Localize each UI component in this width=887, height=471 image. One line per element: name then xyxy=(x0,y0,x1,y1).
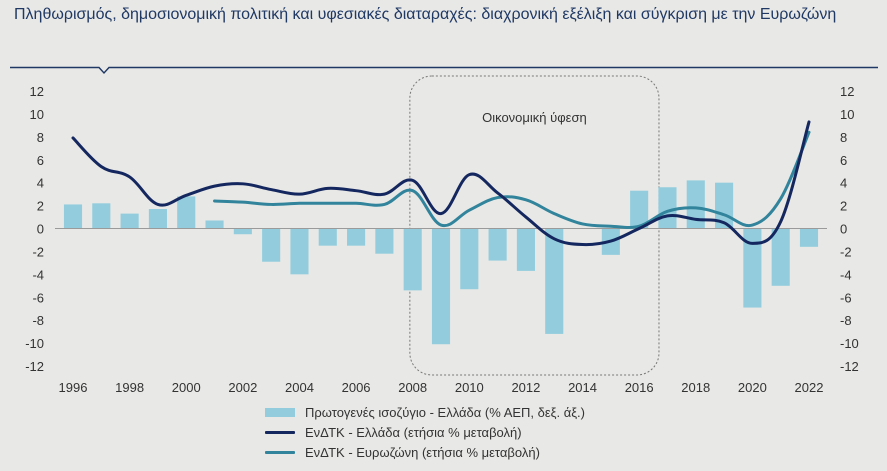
right-tick-label: -4 xyxy=(840,267,852,282)
x-tick-label: 2002 xyxy=(228,380,257,395)
right-tick-label: 4 xyxy=(840,176,847,191)
right-tick-label: -12 xyxy=(840,359,859,374)
greece-hicp-line xyxy=(71,120,811,247)
bar-2004 xyxy=(290,228,309,275)
bar-2003 xyxy=(262,228,281,262)
legend-swatch-greece-line xyxy=(265,430,295,434)
x-tick-label: 2014 xyxy=(568,380,597,395)
bar-2002 xyxy=(233,228,252,235)
legend: Πρωτογενές ισοζύγιο - Ελλάδα (% ΑΕΠ, δεξ… xyxy=(265,402,585,462)
right-tick-label: -10 xyxy=(840,336,859,351)
x-tick-label: 2022 xyxy=(795,380,824,395)
bar-1998 xyxy=(120,213,139,229)
bar-2010 xyxy=(460,228,479,290)
left-axis: 12 10 8 6 4 2 0 -2 -4 -6 -8 -10 -12 xyxy=(25,84,44,374)
right-tick-label: 10 xyxy=(840,107,854,122)
bar-1996 xyxy=(63,204,83,229)
bar-2000 xyxy=(177,196,196,229)
left-tick-label: -10 xyxy=(25,336,44,351)
right-tick-label: 6 xyxy=(840,153,847,168)
legend-item-greece-hicp: ΕνΔΤΚ - Ελλάδα (ετήσια % μεταβολή) xyxy=(265,422,585,442)
bar-2022 xyxy=(799,228,819,247)
legend-swatch-bars xyxy=(265,407,295,417)
x-tick-label: 2000 xyxy=(172,380,201,395)
bar-2001 xyxy=(205,220,224,229)
x-tick-label: 1996 xyxy=(59,380,88,395)
right-tick-label: 8 xyxy=(840,130,847,145)
left-tick-label: -2 xyxy=(32,244,44,259)
bar-2016 xyxy=(630,190,649,229)
x-tick-label: 2020 xyxy=(738,380,767,395)
bar-2021 xyxy=(771,228,790,286)
x-tick-label: 2004 xyxy=(285,380,314,395)
x-axis: 1996 1998 2000 2002 2004 2006 2008 2010 2012 2014… xyxy=(59,380,824,395)
bar-2020 xyxy=(743,228,762,308)
bar-2006 xyxy=(347,228,366,246)
right-axis: 12 10 8 6 4 2 0 -2 -4 -6 -8 -10 -12 xyxy=(840,84,859,374)
left-tick-label: 4 xyxy=(37,176,44,191)
left-tick-label: 2 xyxy=(37,199,44,214)
x-tick-label: 2010 xyxy=(455,380,484,395)
lines-layer xyxy=(71,120,811,247)
x-tick-label: 2008 xyxy=(398,380,427,395)
left-tick-label: -6 xyxy=(32,290,44,305)
left-tick-label: 0 xyxy=(37,222,44,237)
bar-2008 xyxy=(403,228,422,291)
bars-layer xyxy=(63,180,819,345)
bar-2009 xyxy=(431,228,451,345)
right-tick-label: -6 xyxy=(840,290,852,305)
bar-2005 xyxy=(318,228,337,246)
legend-label-eurozone-hicp: ΕνΔΤΚ - Ευρωζώνη (ετήσια % μεταβολή) xyxy=(305,444,540,460)
bar-1999 xyxy=(148,209,167,229)
right-tick-label: -2 xyxy=(840,244,852,259)
legend-swatch-eurozone-line xyxy=(265,450,295,454)
left-tick-label: -12 xyxy=(25,359,44,374)
legend-item-primary-balance: Πρωτογενές ισοζύγιο - Ελλάδα (% ΑΕΠ, δεξ… xyxy=(265,402,585,422)
bar-2012 xyxy=(516,228,535,271)
eurozone-hicp-line xyxy=(213,130,811,229)
chart-area: Οικονομική ύφεση 12 10 8 6 4 2 0 -2 -4 -6 -8 -10 -12… xyxy=(25,75,859,395)
left-tick-label: 10 xyxy=(30,107,44,122)
left-tick-label: -8 xyxy=(32,313,44,328)
left-tick-label: -4 xyxy=(32,267,44,282)
legend-label-primary-balance: Πρωτογενές ισοζύγιο - Ελλάδα (% ΑΕΠ, δεξ… xyxy=(305,404,585,420)
bar-2011 xyxy=(488,228,507,261)
left-tick-label: 12 xyxy=(30,84,44,99)
bar-1997 xyxy=(92,203,111,229)
right-tick-label: -8 xyxy=(840,313,852,328)
x-tick-label: 2016 xyxy=(625,380,654,395)
recession-annotation-label: Οικονομική ύφεση xyxy=(482,110,587,125)
chart-title: Πληθωρισμός, δημοσιονομική πολιτική και … xyxy=(14,6,837,23)
left-tick-label: 8 xyxy=(37,130,44,145)
legend-item-eurozone-hicp: ΕνΔΤΚ - Ευρωζώνη (ετήσια % μεταβολή) xyxy=(265,442,585,462)
x-tick-label: 2006 xyxy=(342,380,371,395)
bar-2007 xyxy=(375,228,394,254)
bar-2013 xyxy=(545,228,564,334)
right-tick-label: 0 xyxy=(840,222,847,237)
x-tick-label: 2018 xyxy=(681,380,710,395)
x-tick-label: 1998 xyxy=(115,380,144,395)
bar-2018 xyxy=(686,180,705,229)
title-divider xyxy=(10,66,878,75)
right-tick-label: 12 xyxy=(840,84,854,99)
left-tick-label: 6 xyxy=(37,153,44,168)
chart-header: Πληθωρισμός, δημοσιονομική πολιτική και … xyxy=(14,4,874,25)
right-tick-label: 2 xyxy=(840,199,847,214)
x-tick-label: 2012 xyxy=(511,380,540,395)
bar-2017 xyxy=(658,187,677,229)
legend-label-greece-hicp: ΕνΔΤΚ - Ελλάδα (ετήσια % μεταβολή) xyxy=(305,424,522,440)
